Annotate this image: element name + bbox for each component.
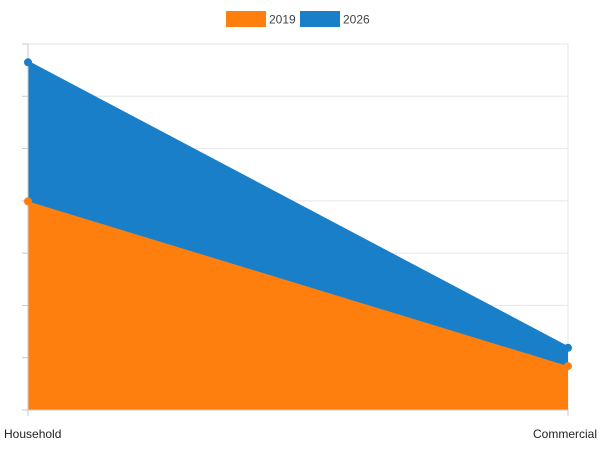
x-tick-label-commercial: Commercial <box>533 427 597 441</box>
area-series-2019 <box>28 201 568 410</box>
legend-label-2026: 2026 <box>343 13 370 27</box>
legend-swatch-2026 <box>300 11 340 27</box>
data-point-2026-household <box>24 58 32 67</box>
line-series-2026 <box>27 60 569 350</box>
series-areas <box>27 60 569 410</box>
data-point-2019-household <box>24 197 32 206</box>
legend-swatch-2019 <box>226 11 266 27</box>
legend: 2019 2026 <box>226 11 370 27</box>
data-points <box>24 58 572 371</box>
data-point-2019-commercial <box>564 362 572 371</box>
x-tick-labels: Household Commercial <box>4 427 597 441</box>
data-point-2026-commercial <box>564 343 572 352</box>
x-tick-label-household: Household <box>4 427 61 441</box>
axes <box>22 44 569 416</box>
legend-label-2019: 2019 <box>269 13 296 27</box>
area-series-2026 <box>28 62 568 367</box>
